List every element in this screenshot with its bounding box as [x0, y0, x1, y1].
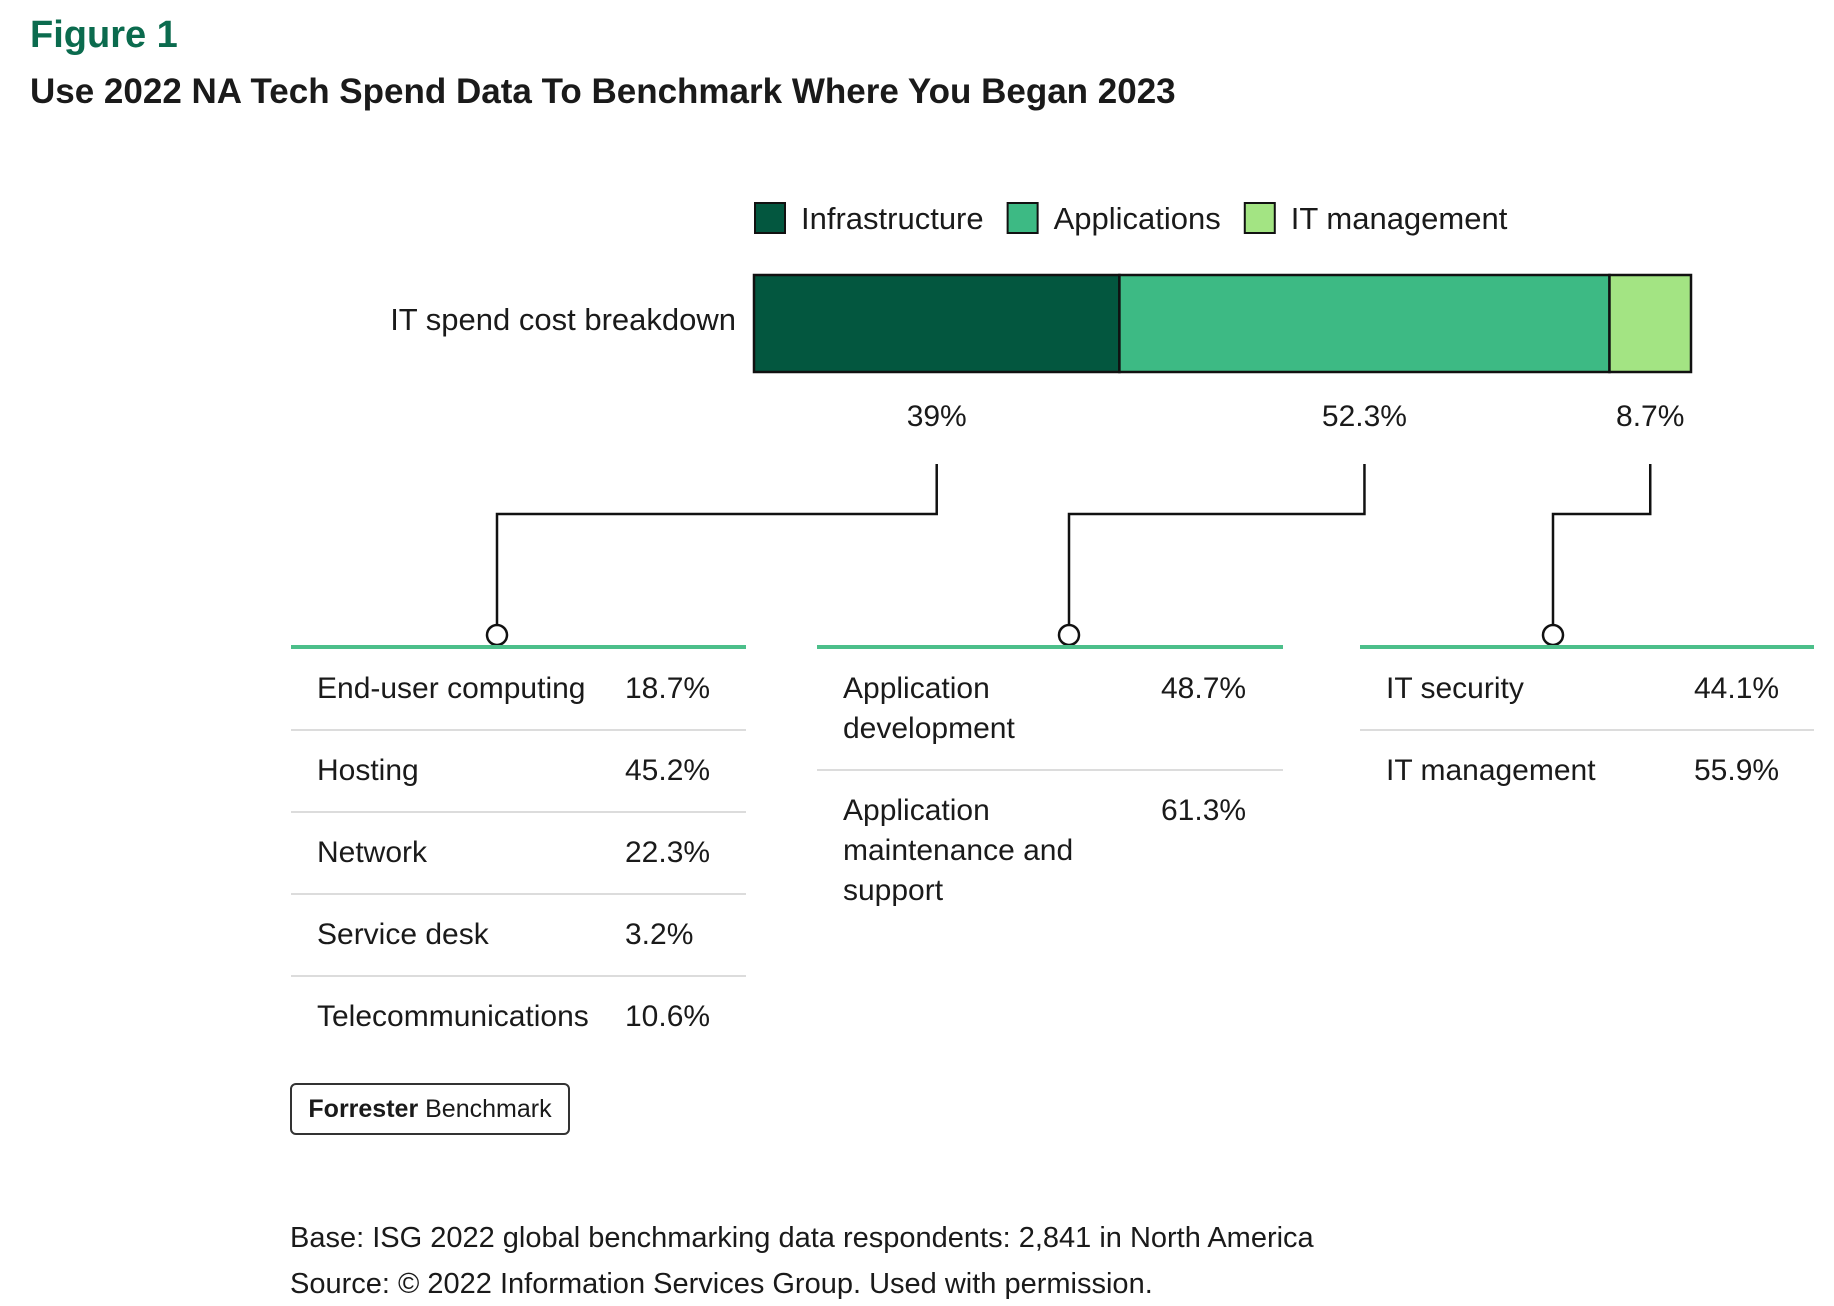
row-value: 18.7% [625, 672, 711, 705]
figure-label: Figure 1 [30, 14, 178, 56]
forrester-benchmark-badge: Forrester Benchmark [290, 1083, 570, 1135]
row-value: 55.9% [1694, 754, 1780, 787]
percent-label-infrastructure: 39% [907, 400, 967, 433]
chart-legend: Infrastructure Applications IT management [754, 201, 1508, 236]
connector-it-management [1551, 464, 1652, 625]
connector-applications [1067, 464, 1366, 625]
connector-lines [485, 464, 1652, 647]
percent-label-applications: 52.3% [1322, 400, 1407, 433]
legend-swatch-applications [1006, 202, 1039, 234]
percent-label-it-management: 8.7% [1616, 400, 1684, 433]
page-title: Use 2022 NA Tech Spend Data To Benchmark… [30, 72, 1176, 111]
bar-percent-labels: 39% 52.3% 8.7% [907, 400, 1685, 433]
applications-breakdown-table: Application development 48.7% Application … [817, 649, 1283, 931]
row-label: Hosting [317, 754, 419, 787]
connector-node-infrastructure [485, 623, 509, 647]
row-label: Application maintenance and support [843, 794, 1074, 907]
bar-infrastructure [752, 273, 1121, 374]
row-value: 22.3% [625, 836, 711, 869]
legend-swatch-it-management [1243, 202, 1276, 234]
it-management-breakdown-table: IT security 44.1% IT management 55.9% [1360, 649, 1814, 811]
legend-swatch-infrastructure [754, 202, 786, 234]
row-value: 61.3% [1161, 794, 1247, 827]
table-row: IT management 55.9% [1360, 731, 1814, 811]
row-label: IT management [1386, 754, 1596, 787]
bar-it-management [1608, 273, 1693, 374]
table-row: Telecommunications 10.6% [291, 977, 746, 1057]
row-value: 44.1% [1694, 672, 1780, 705]
table-row: Network 22.3% [291, 813, 746, 895]
row-label: Application development [843, 672, 1015, 745]
table-row: Hosting 45.2% [291, 731, 746, 813]
row-value: 10.6% [625, 1000, 711, 1033]
legend-label-applications: Applications [1054, 201, 1221, 236]
row-label: Network [317, 836, 428, 869]
legend-label-it-management: IT management [1291, 201, 1508, 236]
infrastructure-breakdown-table: End-user computing 18.7% Hosting 45.2% Netwo… [291, 649, 746, 1057]
footer-base: Base: ISG 2022 global benchmarking data … [290, 1222, 1314, 1254]
table-row: End-user computing 18.7% [291, 649, 746, 731]
row-label: IT security [1386, 672, 1524, 705]
bar-segments [752, 273, 1693, 374]
row-label: End-user computing [317, 672, 586, 705]
table-row: Application development 48.7% [817, 649, 1283, 771]
bar-applications [1118, 273, 1611, 374]
category-label: IT spend cost breakdown [390, 302, 736, 337]
row-value: 45.2% [625, 754, 711, 787]
row-label: Service desk [317, 918, 489, 951]
table-row: Application maintenance and support 61.3% [817, 771, 1283, 931]
row-label: Telecommunications [317, 1000, 589, 1033]
row-value: 3.2% [625, 918, 694, 951]
legend-label-infrastructure: Infrastructure [801, 201, 984, 236]
badge-product: Benchmark [425, 1095, 552, 1123]
connector-infrastructure [495, 464, 938, 625]
table-row: IT security 44.1% [1360, 649, 1814, 731]
connector-node-it-management [1541, 623, 1565, 647]
badge-brand: Forrester [308, 1095, 419, 1123]
footer-source: Source: © 2022 Information Services Grou… [290, 1268, 1153, 1300]
connector-node-applications [1057, 623, 1081, 647]
row-value: 48.7% [1161, 672, 1247, 705]
table-row: Service desk 3.2% [291, 895, 746, 977]
